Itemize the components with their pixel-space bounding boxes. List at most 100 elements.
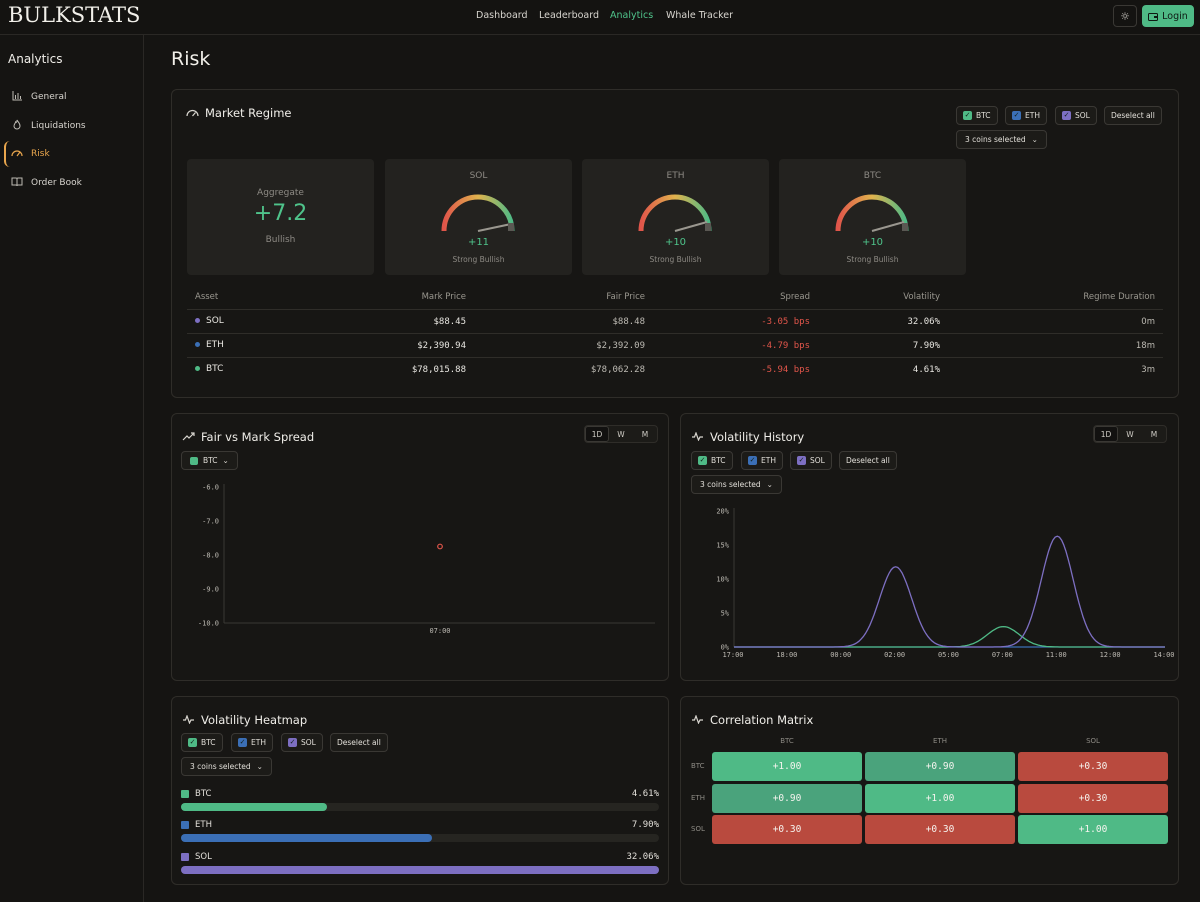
tab-1d[interactable]: 1D [1094,426,1118,442]
market-regime-title: Market Regime [186,106,292,120]
column-header-asset: Asset [195,292,219,302]
volatility-history-timeframe-tabs: 1D W M [1093,425,1167,443]
checkbox-checked-icon: ✓ [797,456,806,465]
spread-cell: -5.94 bps [761,365,810,375]
tab-1d[interactable]: 1D [585,426,609,442]
gauge-name: BTC [863,171,882,181]
coins-selected-label: 3 coins selected [190,762,251,771]
x-tick-label: 14:00 [1153,651,1174,659]
chip-eth[interactable]: ✓ ETH [231,733,273,752]
nav-analytics[interactable]: Analytics [610,10,654,21]
fair-price-cell: $2,392.09 [596,341,645,351]
heatmap-row-label: ETH [181,820,212,830]
matrix-row-header: ETH [691,794,705,802]
checkbox-checked-icon: ✓ [748,456,757,465]
nav-leaderboard[interactable]: Leaderboard [539,10,600,21]
chip-btc[interactable]: ✓ BTC [181,733,223,752]
chip-eth[interactable]: ✓ ETH [741,451,783,470]
y-tick-label: -7.0 [202,518,219,526]
sidebar-item-risk[interactable]: Risk [4,141,140,167]
y-tick-label: 5% [721,610,730,618]
tab-m[interactable]: M [1150,429,1158,439]
market-regime-title-text: Market Regime [205,106,292,120]
tab-w[interactable]: W [617,429,625,439]
gauge-value: +11 [467,237,490,248]
matrix-col-header: SOL [1086,737,1100,745]
fair-vs-mark-title-text: Fair vs Mark Spread [201,430,315,444]
matrix-cell: +0.30 [1018,752,1168,781]
fair-vs-mark-card: Fair vs Mark Spread [171,413,669,681]
sidebar-item-liquidations[interactable]: Liquidations [4,115,140,137]
deselect-all-button[interactable]: Deselect all [330,733,388,752]
asset-cell: SOL [195,316,224,326]
logo[interactable]: BULKSTATS [8,3,141,27]
deselect-all-button[interactable]: Deselect all [1104,106,1162,125]
heatmap-row-value: 4.61% [631,789,659,799]
chip-sol[interactable]: ✓ SOL [1055,106,1097,125]
sidebar-item-label: Liquidations [31,121,86,131]
chip-sol[interactable]: ✓ SOL [790,451,832,470]
chevron-down-icon: ⌄ [222,456,229,465]
chip-label: BTC [711,456,726,465]
chip-btc[interactable]: ✓ BTC [956,106,998,125]
coins-selected-dropdown[interactable]: 3 coins selected ⌄ [181,757,272,776]
coins-selected-dropdown[interactable]: 3 coins selected ⌄ [691,475,782,494]
chevron-down-icon: ⌄ [1031,135,1038,144]
deselect-all-label: Deselect all [1111,111,1155,120]
nav-dashboard[interactable]: Dashboard [476,10,528,21]
gauge-value: +10 [861,237,884,248]
column-header-spread: Spread [780,292,810,302]
sidebar-item-order-book[interactable]: Order Book [4,172,140,194]
chip-label: ETH [761,456,776,465]
row-divider [187,309,1163,310]
btc-swatch-icon [190,456,198,465]
fair-vs-mark-title: Fair vs Mark Spread [182,430,314,444]
login-button[interactable]: Login [1142,5,1194,27]
chip-label: SOL [301,738,316,747]
theme-toggle-button[interactable]: ☼ [1113,5,1137,27]
x-tick-label: 02:00 [884,651,905,659]
sidebar-title: Analytics [8,52,63,66]
heatmap-row-name: ETH [195,820,212,830]
column-header-mark-price: Mark Price [421,292,466,302]
matrix-cell: +0.30 [712,815,862,844]
coins-selected-label: 3 coins selected [965,135,1026,144]
y-tick-label: -10.0 [198,620,219,628]
gauge-icon [10,148,24,160]
gauge-dial [835,194,909,232]
coin-select-label: BTC [203,456,218,465]
series-line-sol [734,535,1165,648]
tab-w[interactable]: W [1126,429,1134,439]
aggregate-label: Aggregate [257,188,304,198]
gauge-status: Strong Bullish [649,255,702,264]
tab-m[interactable]: M [641,429,649,439]
duration-cell: 3m [1141,365,1155,375]
matrix-col-header: BTC [780,737,794,745]
sidebar: Analytics General Liquidations Risk Orde… [0,35,144,902]
checkbox-checked-icon: ✓ [1012,111,1021,120]
heatmap-row-value: 32.06% [626,852,659,862]
y-tick-label: 10% [716,576,729,584]
chip-sol[interactable]: ✓ SOL [281,733,323,752]
checkbox-checked-icon: ✓ [963,111,972,120]
gauge-dial [441,194,515,232]
sidebar-item-general[interactable]: General [4,86,140,108]
deselect-all-button[interactable]: Deselect all [839,451,897,470]
coin-select-dropdown[interactable]: BTC ⌄ [181,451,238,470]
column-header-regime-duration: Regime Duration [1083,292,1155,302]
chip-eth[interactable]: ✓ ETH [1005,106,1047,125]
matrix-cell: +1.00 [865,784,1015,813]
chip-label: SOL [1075,111,1090,120]
chevron-down-icon: ⌄ [256,762,263,771]
coins-selected-dropdown[interactable]: 3 coins selected ⌄ [956,130,1047,149]
gauge-tile-btc: BTC +10 Strong Bullish [779,159,966,275]
chip-btc[interactable]: ✓ BTC [691,451,733,470]
nav-whale-tracker[interactable]: Whale Tracker [666,10,734,21]
volatility-history-title-text: Volatility History [710,430,805,444]
mark-price-cell: $2,390.94 [417,341,466,351]
mark-price-cell: $78,015.88 [411,365,466,375]
fair-vs-mark-timeframe-tabs: 1D W M [584,425,658,443]
heatmap-row-name: SOL [195,852,212,862]
